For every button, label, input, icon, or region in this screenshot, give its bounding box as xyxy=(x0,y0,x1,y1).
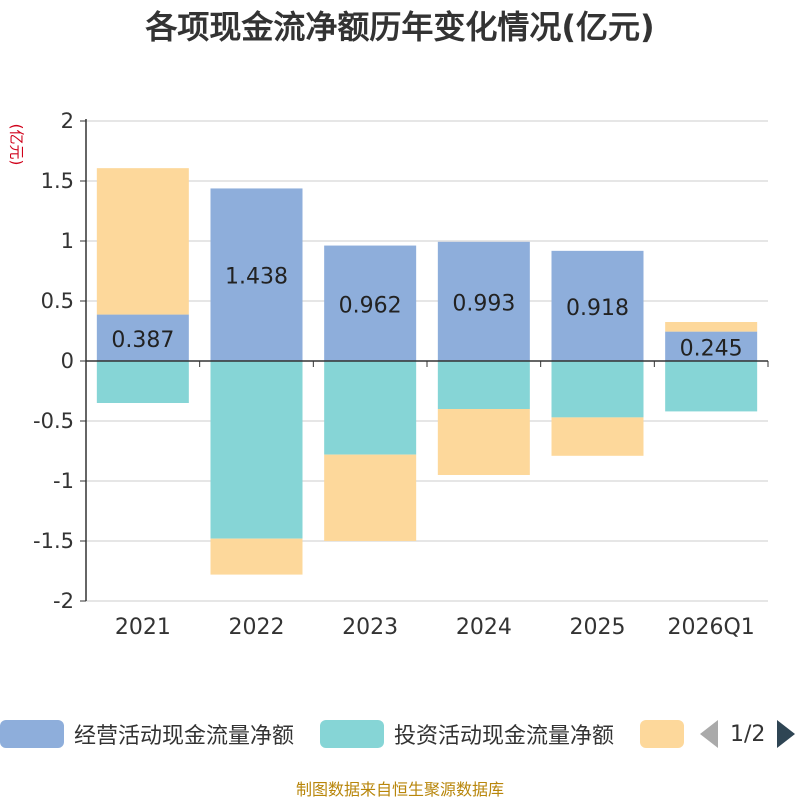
bar-2021-series-0 xyxy=(96,314,189,361)
data-label: 0.245 xyxy=(680,336,743,361)
legend-item-operating[interactable]: 经营活动现金流量净额 xyxy=(0,712,294,756)
legend-swatch-investing xyxy=(320,720,384,748)
legend-page-number: 1/2 xyxy=(730,721,766,747)
x-tick-label: 2026Q1 xyxy=(668,615,755,640)
bar-2026Q1-series-1 xyxy=(665,361,758,412)
y-tick-label: 0 xyxy=(61,349,74,373)
y-tick-label: -1.5 xyxy=(33,529,74,553)
data-label: 0.962 xyxy=(339,293,402,318)
legend-prev-icon[interactable] xyxy=(700,720,718,748)
bar-2024-series-2 xyxy=(437,409,530,475)
legend-item-investing[interactable]: 投资活动现金流量净额 xyxy=(320,712,614,756)
bar-2026Q1-series-2 xyxy=(665,322,758,332)
y-tick-label: -0.5 xyxy=(33,409,74,433)
bar-2025-series-2 xyxy=(551,417,644,456)
x-tick-label: 2023 xyxy=(342,615,398,640)
bar-2024-series-1 xyxy=(437,361,530,409)
y-tick-label: -1 xyxy=(53,469,74,493)
bar-2025-series-0 xyxy=(551,250,644,361)
x-tick-label: 2021 xyxy=(115,615,171,640)
bar-2023-series-1 xyxy=(324,361,417,455)
data-label: 0.993 xyxy=(452,291,515,316)
data-label: 0.387 xyxy=(111,328,174,353)
legend-pager: 1/2 xyxy=(700,712,796,756)
bar-2023-series-2 xyxy=(324,454,417,541)
y-tick-label: -2 xyxy=(53,589,74,613)
legend: 经营活动现金流量净额 投资活动现金流量净额 xyxy=(0,712,800,756)
y-tick-label: 2 xyxy=(61,109,74,133)
chart-title: 各项现金流净额历年变化情况(亿元) xyxy=(145,8,655,46)
y-tick-label: 1.5 xyxy=(41,169,74,193)
bar-2025-series-1 xyxy=(551,361,644,418)
x-tick-label: 2022 xyxy=(229,615,285,640)
data-label: 0.918 xyxy=(566,296,629,321)
bar-2021-series-2 xyxy=(96,168,189,315)
data-source-note: 制图数据来自恒生聚源数据库 xyxy=(295,780,504,799)
y-tick-label: 1 xyxy=(61,229,74,253)
y-tick-label: 0.5 xyxy=(41,289,74,313)
legend-swatch-operating xyxy=(0,720,64,748)
bar-2022-series-2 xyxy=(210,538,303,575)
data-label: 1.438 xyxy=(225,265,288,290)
bar-2024-series-0 xyxy=(437,241,530,361)
x-tick-label: 2024 xyxy=(456,615,512,640)
bar-chart: -2 -1.5 -1 -0.5 0 0.5 1 1.5 2 0.387 1.438 0.962 0.99… xyxy=(33,109,769,640)
legend-next-icon[interactable] xyxy=(777,720,796,748)
legend-swatch-financing xyxy=(640,720,684,748)
x-tick-label: 2025 xyxy=(570,615,626,640)
legend-label-operating: 经营活动现金流量净额 xyxy=(74,724,295,749)
bar-2021-series-1 xyxy=(96,361,189,403)
legend-label-investing: 投资活动现金流量净额 xyxy=(394,724,615,749)
bar-2023-series-0 xyxy=(324,245,417,361)
bar-2022-series-1 xyxy=(210,361,303,539)
bar-2022-series-0 xyxy=(210,188,303,361)
bar-2026Q1-series-0 xyxy=(665,331,758,361)
legend-item-financing[interactable] xyxy=(640,712,694,756)
